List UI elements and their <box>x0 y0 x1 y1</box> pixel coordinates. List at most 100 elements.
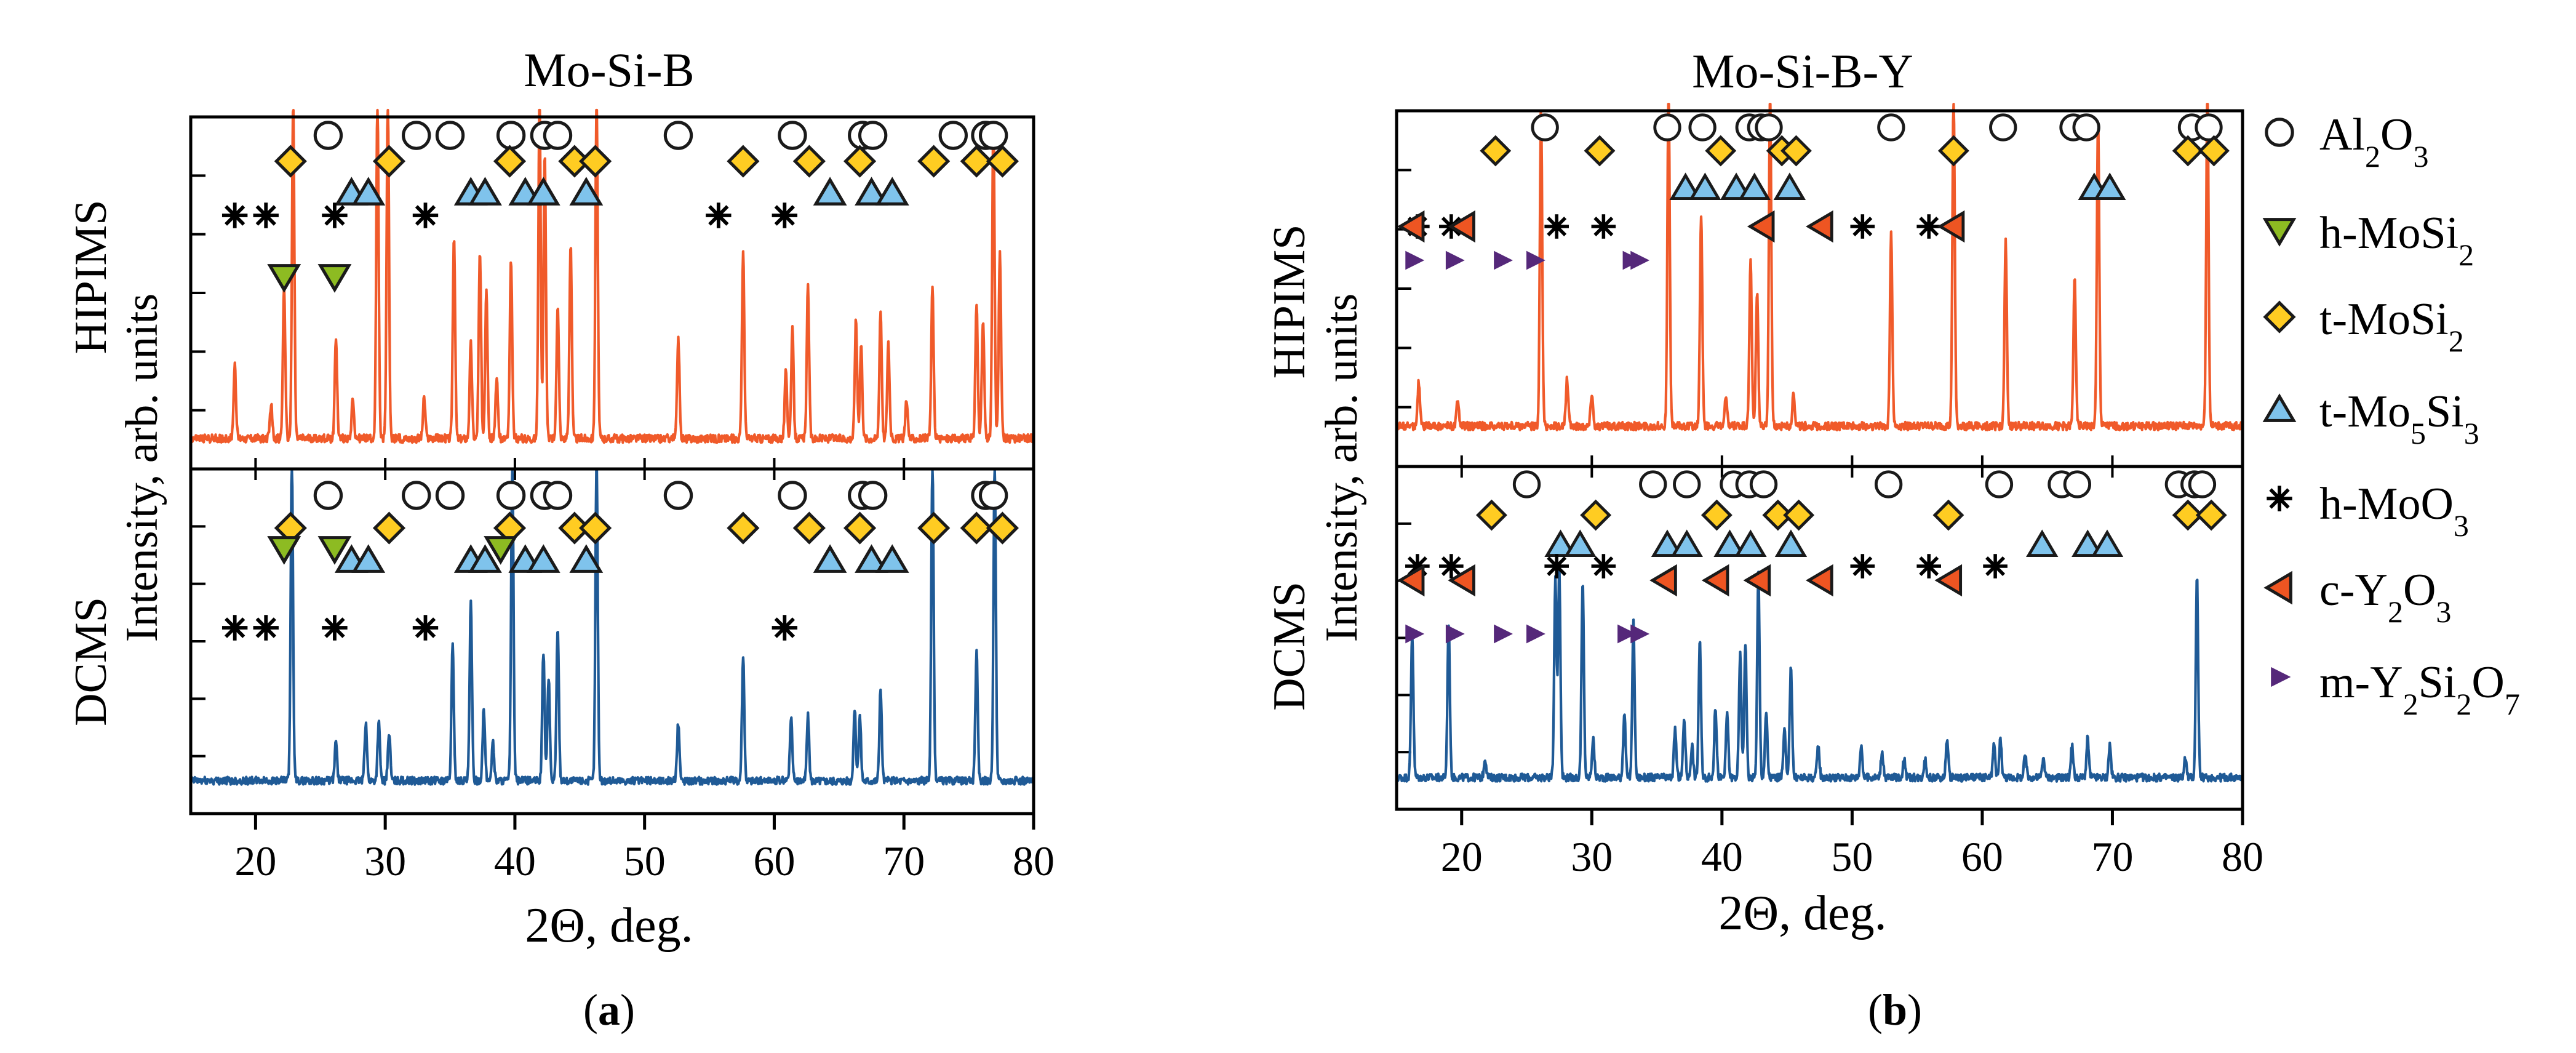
b-x-tick-label: 40 <box>1701 833 1743 880</box>
b-marker-dcms-m-y2si2o7 <box>1494 624 1513 644</box>
b-marker-hipims-m-y2si2o7 <box>1445 250 1465 270</box>
b-marker-dcms-t-mosi2 <box>2195 499 2227 531</box>
b-marker-dcms-al2o3 <box>1749 470 1778 498</box>
a-marker-hipims-al2o3 <box>938 121 968 150</box>
b-marker-dcms-t-mo5si3 <box>2091 529 2124 558</box>
a-marker-dcms-al2o3 <box>435 481 465 510</box>
panel-a-title: Mo-Si-B <box>524 43 694 97</box>
a-marker-dcms-t-mosi2 <box>843 511 877 545</box>
legend-label-h-moo3: h-MoO3 <box>2319 479 2469 543</box>
b-marker-hipims-h-moo3 <box>1544 214 1569 239</box>
a-marker-dcms-t-mo5si3 <box>526 544 560 573</box>
b-marker-hipims-t-mo5si3 <box>1669 172 1702 201</box>
b-marker-hipims-al2o3 <box>1989 113 2017 142</box>
b-marker-dcms-t-mo5si3 <box>1564 529 1597 558</box>
a-marker-dcms-al2o3 <box>778 481 807 510</box>
a-marker-dcms-t-mosi2 <box>986 511 1019 545</box>
b-x-tick-label: 20 <box>1441 833 1483 880</box>
a-marker-hipims-t-mosi2 <box>917 145 951 178</box>
b-marker-hipims-al2o3 <box>2072 113 2100 142</box>
b-marker-dcms-al2o3 <box>1512 470 1541 498</box>
b-marker-hipims-t-mo5si3 <box>1689 172 1721 201</box>
panel-a-letter-text: a <box>598 985 620 1035</box>
legend-symbol-m-y2si2o7 <box>2271 667 2291 687</box>
b-marker-hipims-t-mosi2 <box>1584 135 1616 167</box>
a-x-tick-label: 70 <box>883 838 925 884</box>
legend-marker-t-mo5si3 <box>2262 393 2297 422</box>
a-marker-dcms-h-moo3 <box>772 615 798 641</box>
b-marker-dcms-t-mo5si3 <box>2025 529 2059 558</box>
b-marker-dcms-c-y2o3 <box>1701 564 1729 597</box>
b-marker-hipims-m-y2si2o7 <box>1630 250 1650 270</box>
legend-item-m-y2si2o7: m-Y2Si2O7 <box>2271 657 2520 721</box>
panel-b: Mo-Si-B-Y HIPIMS DCMS Intensity, arb. un… <box>1264 44 2263 1035</box>
a-marker-hipims-t-mosi2 <box>727 145 760 178</box>
b-x-tick-label: 70 <box>2091 833 2133 880</box>
b-marker-dcms-c-y2o3 <box>1743 564 1771 597</box>
b-marker-dcms-al2o3 <box>2063 470 2092 498</box>
b-x-tick-label: 60 <box>1961 833 2003 880</box>
b-marker-hipims-al2o3 <box>1531 113 1559 142</box>
legend-item-al2o3: Al2O3 <box>2265 110 2428 174</box>
panel-b-x-axis-label: 2Θ, deg. <box>1718 886 1886 940</box>
a-marker-hipims-t-mosi2 <box>274 145 307 178</box>
a-marker-hipims-al2o3 <box>402 121 431 150</box>
b-marker-dcms-c-y2o3 <box>1806 564 1833 597</box>
b-marker-dcms-h-moo3 <box>1850 554 1875 579</box>
b-marker-dcms-c-y2o3 <box>1649 564 1677 597</box>
b-marker-dcms-al2o3 <box>2188 470 2217 498</box>
b-marker-dcms-t-mosi2 <box>1783 499 1815 531</box>
a-x-tick-label: 60 <box>753 838 795 884</box>
b-marker-dcms-t-mosi2 <box>1476 499 1507 531</box>
b-marker-hipims-t-mo5si3 <box>1773 172 1806 201</box>
legend-label-t-mo5si3: t-Mo5Si3 <box>2319 386 2479 450</box>
a-marker-dcms-al2o3 <box>496 481 526 510</box>
b-marker-dcms-m-y2si2o7 <box>1617 624 1637 644</box>
a-marker-hipims-al2o3 <box>663 121 693 150</box>
legend-symbol-c-y2o3 <box>2263 571 2292 605</box>
a-marker-hipims-t-mosi2 <box>986 145 1019 178</box>
a-marker-hipims-al2o3 <box>313 121 343 150</box>
a-marker-dcms-h-moo3 <box>253 615 279 641</box>
legend-item-h-moo3: h-MoO3 <box>2267 479 2469 543</box>
legend-marker-c-y2o3 <box>2263 571 2292 605</box>
b-marker-dcms-h-moo3 <box>1591 554 1616 579</box>
panel-b-letter: (b) <box>1868 985 1922 1035</box>
a-marker-hipims-h-moo3 <box>706 202 732 228</box>
a-marker-hipims-t-mo5si3 <box>569 177 604 206</box>
a-marker-hipims-h-moo3 <box>412 202 439 228</box>
b-marker-dcms-m-y2si2o7 <box>1526 624 1545 644</box>
a-marker-hipims-h-moo3 <box>253 202 279 228</box>
a-marker-dcms-al2o3 <box>978 481 1008 510</box>
panel-a-lower-frame <box>189 467 1035 815</box>
b-marker-hipims-al2o3 <box>2195 113 2223 142</box>
b-marker-dcms-t-mo5si3 <box>2072 529 2104 558</box>
a-x-tick-label: 20 <box>234 838 276 884</box>
a-marker-hipims-h-mosi2 <box>317 264 352 293</box>
legend-item-h-mosi2: h-MoSi2 <box>2262 208 2474 272</box>
a-curve-dcms <box>189 469 1035 786</box>
b-marker-dcms-al2o3 <box>1985 470 2014 498</box>
a-marker-dcms-h-mosi2 <box>317 536 352 565</box>
b-marker-dcms-t-mo5si3 <box>1734 529 1767 558</box>
b-marker-dcms-al2o3 <box>1673 470 1701 498</box>
legend-item-c-y2o3: c-Y2O3 <box>2263 565 2451 629</box>
a-marker-dcms-h-mosi2 <box>267 536 301 565</box>
b-marker-hipims-h-moo3 <box>1850 214 1875 239</box>
a-marker-hipims-al2o3 <box>435 121 465 150</box>
a-marker-dcms-t-mosi2 <box>579 511 612 545</box>
b-marker-hipims-m-y2si2o7 <box>1405 250 1425 270</box>
panel-a-series-label-hipims: HIPIMS <box>66 200 116 354</box>
a-marker-dcms-h-mosi2 <box>484 536 518 565</box>
b-marker-dcms-t-mo5si3 <box>1774 529 1808 558</box>
panel-a-markers <box>221 121 1019 641</box>
panel-a-x-axis-label: 2Θ, deg. <box>525 899 693 953</box>
a-marker-hipims-t-mosi2 <box>792 145 826 178</box>
panel-a-series-label-dcms: DCMS <box>66 597 116 726</box>
panel-b-markers <box>1397 113 2230 644</box>
a-marker-hipims-t-mo5si3 <box>526 177 560 206</box>
b-marker-dcms-al2o3 <box>1874 470 1903 498</box>
a-x-tick-label: 80 <box>1013 838 1055 884</box>
a-marker-hipims-t-mo5si3 <box>351 177 386 206</box>
a-marker-dcms-al2o3 <box>858 481 888 510</box>
